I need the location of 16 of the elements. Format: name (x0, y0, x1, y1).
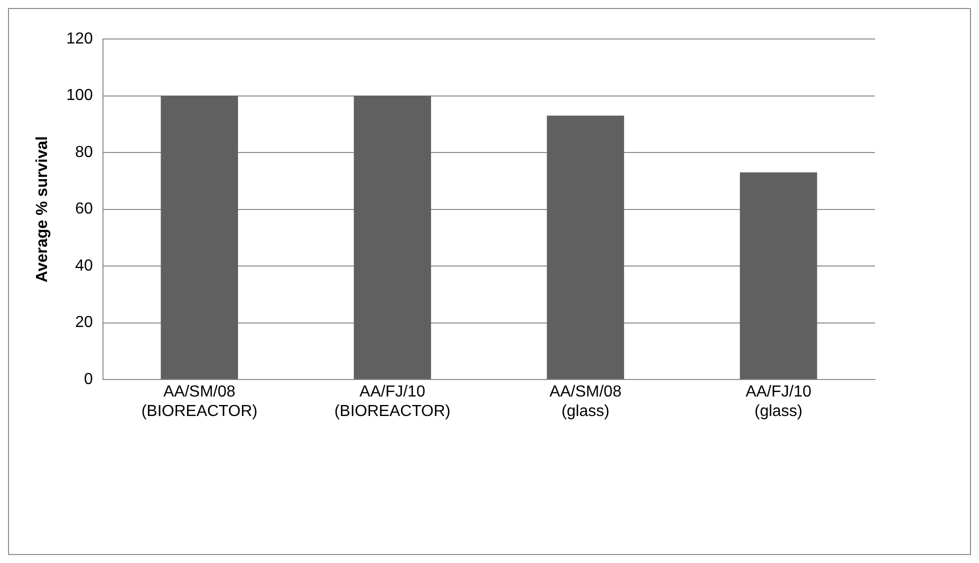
y-axis-title: Average % survival (34, 136, 52, 282)
y-tick-label: 80 (75, 144, 93, 161)
y-tick-label: 100 (66, 87, 93, 104)
y-tick-label: 60 (75, 200, 93, 218)
x-tick-label: AA/SM/08 (glass) (549, 384, 622, 420)
bar (740, 172, 818, 380)
y-tick-label: 0 (84, 371, 93, 388)
bar (546, 116, 624, 380)
bar (160, 96, 238, 380)
x-tick-label: AA/SM/08 (BIOREACTOR) (141, 384, 258, 420)
bar (354, 96, 432, 380)
x-tick-label: AA/FJ/10 (BIOREACTOR) (334, 384, 451, 420)
y-tick-label: 120 (66, 30, 93, 48)
y-tick-label: 20 (75, 314, 93, 332)
y-tick-label: 40 (75, 257, 93, 274)
x-tick-label: AA/FJ/10 (glass) (746, 384, 812, 420)
